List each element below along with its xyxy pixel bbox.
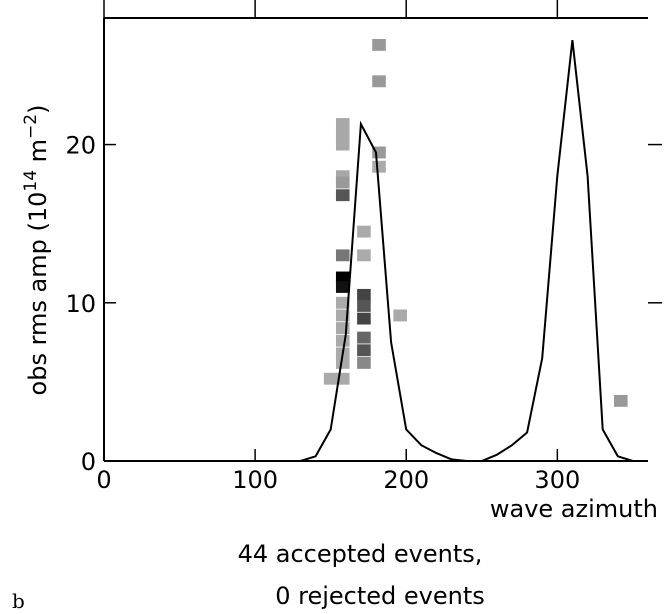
data-point [357, 225, 371, 238]
data-point [357, 356, 371, 369]
data-point [335, 129, 350, 142]
y-axis-label-unit: m [24, 139, 52, 170]
y-tick-label: 0 [81, 448, 96, 476]
y-axis-label-unit-exp: −2 [21, 114, 41, 139]
data-point [357, 331, 371, 344]
data-point [323, 372, 338, 385]
data-point [393, 309, 407, 322]
data-point [335, 176, 350, 189]
data-point [335, 170, 350, 183]
data-point [335, 356, 350, 369]
y-axis-label-exp: 14 [21, 170, 41, 192]
panel-label: b [12, 589, 25, 613]
x-axis-label: wave azimuth [490, 495, 658, 523]
y-tick-label: 20 [65, 132, 96, 160]
x-tick-label: 0 [96, 466, 111, 494]
model-curve [300, 39, 634, 462]
data-point [335, 372, 350, 385]
y-axis-label: obs rms amp (1014 m−2) [21, 105, 52, 396]
data-point [335, 309, 350, 322]
data-point [372, 38, 386, 51]
y-axis-label-main: obs rms amp (10 [24, 192, 52, 396]
data-point [335, 249, 350, 262]
data-point [335, 118, 350, 130]
data-point [357, 300, 371, 312]
data-point [335, 189, 350, 202]
data-point [357, 288, 371, 301]
data-point [335, 322, 350, 335]
annotation-rejected: 0 rejected events [275, 582, 485, 610]
data-point [335, 296, 350, 309]
data-point [372, 75, 386, 88]
data-point [372, 160, 386, 173]
data-point [335, 334, 350, 347]
x-tick-label: 300 [534, 466, 580, 494]
labels: wave azimuth 44 accepted events, 0 rejec… [12, 105, 658, 613]
data-point [357, 344, 371, 357]
data-point [335, 281, 350, 293]
axes: 0 100 200 300 0 10 20 [65, 0, 662, 494]
marks [300, 38, 634, 462]
data-point [335, 138, 350, 151]
data-point [372, 146, 386, 159]
y-axis-label-close: ) [24, 105, 52, 114]
annotation-accepted: 44 accepted events, [238, 540, 483, 568]
x-tick-label: 100 [232, 466, 278, 494]
data-point [335, 271, 350, 284]
data-point [614, 394, 628, 407]
data-point [357, 312, 371, 325]
x-tick-label: 200 [383, 466, 429, 494]
data-point [357, 249, 371, 262]
y-tick-label: 10 [65, 290, 96, 318]
